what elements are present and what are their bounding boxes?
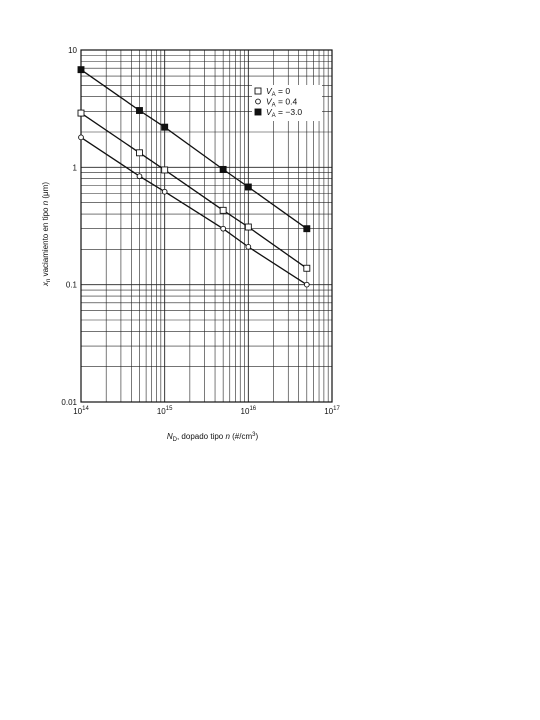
legend-entry: VA = −3.0 — [266, 107, 302, 119]
y-tick-label: 0.1 — [66, 281, 78, 290]
data-point — [161, 123, 169, 131]
series-2 — [77, 66, 311, 233]
x-axis-label: ND, dopado tipo n (#/cm3) — [167, 432, 259, 443]
x-tick-base: 10 — [241, 407, 250, 416]
y-axis-label: xn vaciamiento en tipo n (μm) — [41, 182, 52, 287]
series-line — [80, 69, 308, 230]
legend-value: = 0 — [276, 86, 291, 96]
data-point — [245, 244, 252, 250]
data-point — [136, 173, 143, 180]
series-line — [80, 112, 308, 269]
x-tick-base: 10 — [157, 407, 166, 416]
data-point — [220, 225, 226, 232]
data-point — [244, 223, 252, 231]
data-point — [161, 166, 169, 174]
data-point — [136, 107, 143, 114]
legend-subscript: A — [272, 103, 276, 109]
x-tick-label: 1017 — [324, 406, 340, 416]
data-point — [254, 87, 262, 95]
legend-entry: VA = 0 — [266, 86, 290, 98]
x-tick-exponent: 14 — [82, 406, 89, 412]
x-tick-base: 10 — [324, 407, 333, 416]
legend-subscript: A — [272, 113, 276, 119]
x-tick-exponent: 15 — [166, 406, 173, 412]
legend-value: = −3.0 — [276, 107, 303, 117]
data-point — [244, 183, 252, 191]
y-tick-label: 1 — [73, 163, 78, 172]
x-tick-label: 1016 — [241, 406, 257, 416]
data-series — [77, 66, 311, 288]
series-1 — [78, 134, 310, 288]
data-point — [303, 281, 310, 288]
data-point — [77, 109, 85, 117]
data-point — [219, 206, 227, 214]
legend-symbol: V — [266, 97, 273, 107]
legend-symbol: V — [266, 86, 273, 96]
data-point — [77, 66, 85, 74]
data-point — [255, 98, 261, 105]
legend-symbol: V — [266, 107, 273, 117]
legend-background — [252, 85, 322, 121]
series-line — [80, 136, 308, 286]
x-tick-label: 1014 — [73, 406, 89, 416]
x-tick-exponent: 17 — [333, 406, 340, 412]
y-tick-label: 10 — [68, 46, 77, 55]
data-point — [78, 134, 84, 141]
legend-entry: VA = 0.4 — [266, 97, 297, 109]
series-0 — [77, 109, 311, 272]
data-point — [219, 165, 227, 173]
x-tick-exponent: 16 — [249, 406, 256, 412]
data-point — [303, 225, 311, 233]
legend-subscript: A — [272, 92, 276, 98]
plot-frame — [80, 49, 333, 403]
legend-value: = 0.4 — [276, 97, 298, 107]
y-tick-label: 0.01 — [61, 398, 77, 407]
data-point — [161, 188, 168, 195]
x-tick-label: 1015 — [157, 406, 173, 416]
data-point — [136, 149, 143, 157]
data-point — [254, 108, 262, 116]
data-point — [303, 264, 311, 272]
x-tick-base: 10 — [73, 407, 82, 416]
legend: VA = 0VA = 0.4VA = −3.0 — [252, 85, 322, 121]
